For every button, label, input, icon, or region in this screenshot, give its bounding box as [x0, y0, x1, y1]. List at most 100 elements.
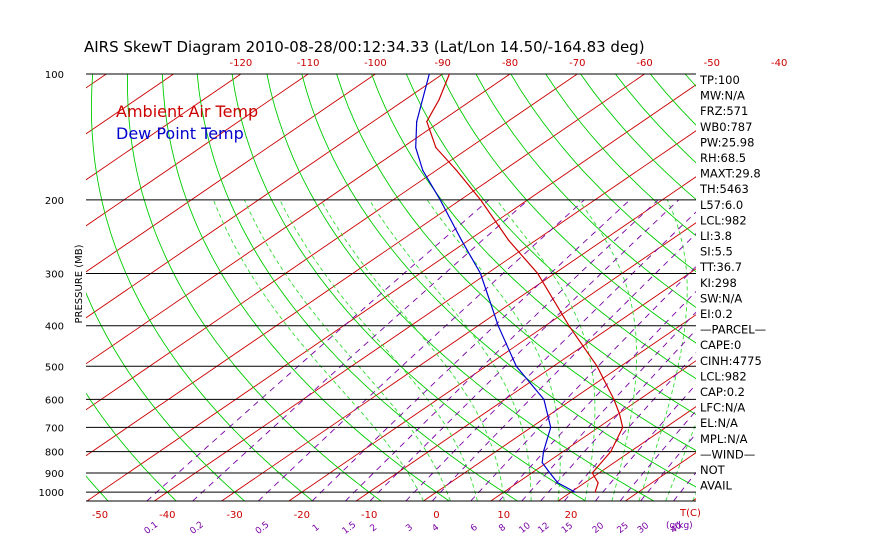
isotherm-line	[86, 74, 443, 319]
index-item: L57:6.0	[700, 198, 743, 212]
index-item: SW:N/A	[700, 291, 742, 305]
mixing-ratio-tick-label: 3	[404, 523, 415, 534]
profile-point	[542, 451, 545, 453]
isobar-lines	[86, 73, 696, 502]
pressure-tick-label: 500	[45, 362, 64, 373]
chart-title: AIRS SkewT Diagram 2010-08-28/00:12:34.3…	[84, 38, 645, 56]
profile-point	[426, 121, 428, 123]
isotherm-line	[86, 74, 376, 273]
y-axis-label: PRESSURE (MB)	[74, 244, 85, 323]
dry-adiabat-line	[336, 74, 696, 452]
mixing-ratio-line	[369, 199, 680, 501]
moist-adiabat-line	[243, 199, 451, 501]
top-temp-tick-label: -50	[704, 58, 720, 69]
mixing-ratio-tick-label: 10	[518, 521, 533, 536]
legend-entry: Ambient Air Temp	[116, 102, 258, 121]
moist-adiabat-line	[665, 421, 696, 501]
index-item: LCL:982	[700, 213, 747, 227]
profile-point	[543, 398, 545, 400]
profile-point	[591, 472, 593, 474]
dry-adiabat-line	[0, 74, 40, 501]
profile-point	[461, 239, 463, 241]
index-item: RH:68.5	[700, 151, 746, 165]
moist-adiabat-line	[638, 199, 688, 501]
isotherm-line	[86, 74, 242, 181]
mixing-ratio-line	[619, 410, 696, 501]
dry-adiabat-line	[231, 74, 586, 501]
profile-point	[497, 325, 499, 327]
mixing-ratio-line	[498, 290, 696, 501]
index-item: CAP:0.2	[700, 385, 745, 399]
index-item: KI:298	[700, 276, 737, 290]
isotherm-line	[86, 74, 511, 365]
bottom-temp-tick-label: 10	[497, 510, 510, 521]
bottom-temp-tick-label: 20	[565, 510, 578, 521]
top-temp-tick-label: -100	[364, 58, 387, 69]
isotherm-line	[557, 406, 696, 501]
top-temp-tick-label: -60	[636, 58, 652, 69]
dry-adiabat-line	[127, 74, 382, 501]
dry-adiabat-line	[405, 74, 696, 380]
dry-adiabat-line	[755, 74, 870, 501]
profile-point	[610, 451, 612, 453]
mixing-ratio-tick-label: 2	[369, 523, 380, 534]
top-temp-tick-label: -40	[771, 58, 787, 69]
bottom-temp-tick-label: 0	[433, 510, 439, 521]
dry-adiabat-line	[510, 74, 696, 273]
mixing-ratio-tick-label: 15	[560, 521, 575, 536]
mixing-ratio-tick-label: 0.2	[188, 520, 205, 537]
x-axis-label: T(C)	[679, 508, 701, 519]
profile-point	[613, 398, 615, 400]
isotherm-line	[86, 74, 645, 457]
isotherm-line	[221, 176, 696, 501]
dry-adiabat-line	[649, 74, 696, 126]
top-temp-tick-label: -90	[435, 58, 451, 69]
profile-point	[515, 365, 517, 367]
top-temp-tick-label: -80	[502, 58, 518, 69]
dry-adiabat-line	[196, 74, 518, 501]
index-item: TH:5463	[699, 182, 749, 196]
index-item: FRZ:571	[700, 104, 748, 118]
pressure-tick-label: 800	[45, 448, 64, 459]
mixing-ratio-tick-label: 0.1	[143, 520, 160, 537]
pressure-tick-label: 1000	[39, 488, 64, 499]
dry-adiabat-line	[86, 392, 177, 501]
ambient-air-tempprofile-line	[426, 74, 624, 493]
moist-adiabat-line	[496, 199, 596, 501]
mixing-ratio-line	[521, 311, 696, 501]
mixing-ratio-tick-label: 8	[497, 523, 508, 535]
index-item: PW:25.98	[700, 135, 754, 149]
mixing-ratio-tick-label: 1	[311, 523, 322, 534]
mixing-ratio-tick-label: 25	[616, 521, 631, 536]
mixing-ratio-line	[540, 329, 696, 501]
profile-point	[622, 426, 624, 428]
mixing-ratio-tick-label: 4	[431, 523, 442, 535]
mixing-ratio-unit-label: (g/kg)	[666, 521, 693, 531]
dry-adiabat-line	[440, 74, 696, 344]
mixing-ratio-line	[345, 199, 659, 501]
isotherm-line	[154, 130, 696, 501]
profile-point	[618, 413, 621, 415]
mixing-ratio-line	[594, 383, 696, 501]
isotherm-line	[86, 74, 309, 227]
index-item: EL:N/A	[700, 416, 738, 430]
mixing-ratio-line	[673, 471, 696, 501]
mixing-ratio-tick-label: 20	[591, 521, 606, 536]
index-item: AVAIL	[700, 479, 733, 493]
profile-point	[416, 121, 418, 123]
dry-adiabat-line	[859, 74, 870, 501]
profile-point	[479, 199, 482, 201]
legend: Ambient Air Temp Dew Point Temp	[116, 102, 258, 143]
index-item: MW:N/A	[700, 89, 745, 103]
pressure-tick-label: 200	[45, 196, 64, 207]
isotherm-line	[86, 74, 107, 89]
grid-lines	[0, 74, 870, 501]
mixing-ratio-tick-label: 6	[469, 523, 480, 535]
isotherm-line	[490, 360, 696, 501]
dry-adiabat-line	[790, 74, 870, 501]
index-item: TP:100	[699, 73, 740, 87]
mixing-ratio-line	[257, 199, 585, 501]
profile-point	[415, 147, 417, 149]
profile-point	[479, 272, 482, 275]
